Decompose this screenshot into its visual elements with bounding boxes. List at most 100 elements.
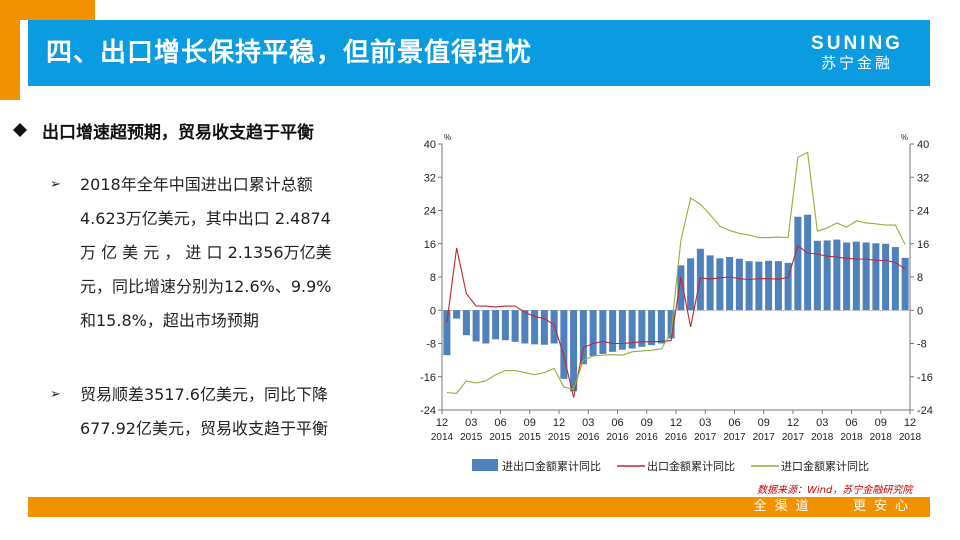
bar (823, 240, 831, 311)
x-tick-label-month: 03 (816, 417, 828, 429)
page-title: 四、出口增长保持平稳，但前景值得担忧 (46, 38, 533, 68)
x-tick-label-year: 2016 (577, 432, 600, 443)
bar (687, 258, 695, 311)
y-tick-label-right: 8 (917, 272, 923, 284)
footer-bar: 全渠道 更安心 (28, 497, 930, 517)
bullet-item-trade-total: ➢ 2018年全年中国进出口累计总额4.623万亿美元，其中出口 2.4874 … (50, 168, 340, 338)
bar (531, 310, 539, 345)
x-tick-label-month: 06 (611, 417, 623, 429)
x-tick-label-year: 2018 (840, 432, 863, 443)
x-tick-label-year: 2014 (431, 432, 454, 443)
title-bar: 四、出口增长保持平稳，但前景值得担忧 SUNING 苏宁金融 (28, 20, 930, 86)
y-unit-right: % (901, 133, 908, 142)
bar (648, 310, 656, 346)
y-tick-label-left: 8 (430, 272, 436, 284)
bar (872, 243, 880, 311)
arrow-bullet-icon: ➢ (50, 387, 61, 402)
x-tick-label-month: 12 (553, 417, 565, 429)
y-tick-label-left: 0 (430, 305, 436, 317)
bar (540, 310, 548, 345)
x-tick-label-month: 12 (904, 417, 916, 429)
y-tick-label-left: -16 (420, 372, 436, 384)
y-tick-label-right: 32 (917, 172, 929, 184)
bar (472, 310, 480, 342)
x-tick-label-month: 03 (699, 417, 711, 429)
legend-swatch-bar (472, 459, 498, 471)
bar (589, 310, 597, 356)
bar (638, 310, 646, 347)
corner-accent-top (0, 0, 95, 20)
bar (891, 247, 899, 311)
y-tick-label-left: -8 (426, 339, 436, 351)
x-tick-label-month: 06 (494, 417, 506, 429)
bar (443, 310, 451, 356)
bar (726, 257, 734, 311)
bar (716, 258, 724, 311)
bar (784, 262, 792, 311)
y-tick-label-left: 24 (424, 206, 436, 218)
bar (550, 310, 558, 344)
x-tick-label-month: 09 (758, 417, 770, 429)
x-tick-label-month: 12 (436, 417, 448, 429)
bar (852, 241, 860, 311)
x-tick-label-year: 2015 (489, 432, 512, 443)
bar (501, 310, 509, 341)
x-tick-label-month: 06 (728, 417, 740, 429)
y-tick-label-left: 32 (424, 172, 436, 184)
bar (843, 242, 851, 311)
bar (453, 310, 461, 319)
logo-english: SUNING (811, 33, 903, 54)
brand-logo: SUNING 苏宁金融 (798, 33, 916, 73)
y-tick-label-right: 40 (917, 139, 929, 151)
bar (804, 214, 812, 311)
bullet-text: 贸易顺差3517.6亿美元，同比下降677.92亿美元，贸易收支趋于平衡 (80, 385, 328, 438)
y-tick-label-left: 16 (424, 239, 436, 251)
x-tick-label-year: 2018 (899, 432, 922, 443)
bar (657, 310, 665, 344)
y-tick-label-right: -8 (917, 339, 927, 351)
y-unit-left: % (444, 133, 451, 142)
x-tick-label-month: 03 (465, 417, 477, 429)
legend-label: 出口金额累计同比 (647, 459, 735, 473)
bar (570, 310, 578, 392)
bar (667, 310, 675, 339)
y-tick-label-right: 16 (917, 239, 929, 251)
y-tick-label-right: -16 (917, 372, 933, 384)
bar (482, 310, 490, 344)
x-tick-label-month: 12 (787, 417, 799, 429)
x-tick-label-year: 2015 (548, 432, 571, 443)
y-tick-label-right: -24 (917, 405, 933, 417)
bar (560, 310, 568, 379)
x-tick-label-month: 09 (641, 417, 653, 429)
x-tick-label-month: 03 (582, 417, 594, 429)
bar (462, 310, 470, 336)
y-tick-label-right: 24 (917, 206, 929, 218)
bullet-text: 2018年全年中国进出口累计总额4.623万亿美元，其中出口 2.4874 万 … (80, 175, 332, 330)
bullet-item-trade-surplus: ➢ 贸易顺差3517.6亿美元，同比下降677.92亿美元，贸易收支趋于平衡 (50, 378, 340, 446)
section-heading: 出口增速超预期，贸易收支趋于平衡 (12, 118, 314, 143)
x-tick-label-year: 2017 (753, 432, 776, 443)
logo-chinese: 苏宁金融 (820, 54, 893, 72)
legend-label: 进口金额累计同比 (781, 459, 869, 473)
y-tick-label-right: 0 (917, 305, 923, 317)
bar (794, 216, 802, 311)
x-tick-label-year: 2016 (665, 432, 688, 443)
section-heading-text: 出口增速超预期，贸易收支趋于平衡 (42, 123, 314, 143)
data-source-note: 数据来源：Wind，苏宁金融研究院 (757, 485, 913, 496)
bar (774, 261, 782, 311)
x-tick-label-month: 12 (670, 417, 682, 429)
x-tick-label-year: 2015 (519, 432, 542, 443)
bar (862, 242, 870, 311)
y-tick-label-left: 40 (424, 139, 436, 151)
trade-growth-chart: -24 -24 -16 -16 -8 -8 0 0 8 8 16 16 24 24 32 32 40 40% % 12… (420, 133, 933, 473)
x-tick-label-year: 2016 (636, 432, 659, 443)
import-growth-line (446, 151, 906, 394)
x-tick-label-year: 2018 (811, 432, 834, 443)
bar (765, 260, 773, 311)
diamond-bullet-icon (12, 122, 28, 143)
bar (521, 310, 529, 344)
x-tick-label-year: 2018 (870, 432, 893, 443)
bar (706, 255, 714, 311)
x-tick-label-year: 2015 (460, 432, 483, 443)
x-tick-label-year: 2017 (723, 432, 746, 443)
